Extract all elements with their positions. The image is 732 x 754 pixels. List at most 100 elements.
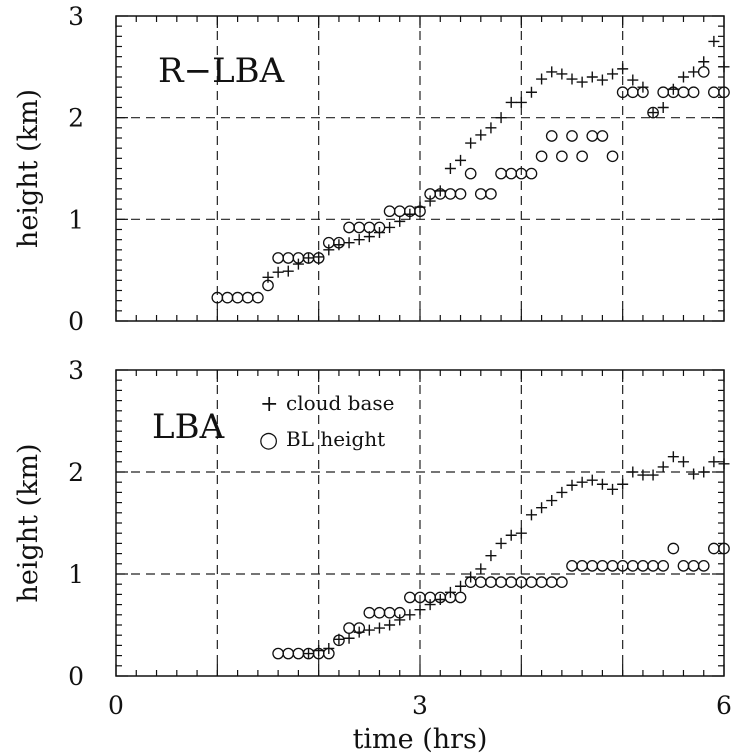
y-tick-label: 1 — [68, 205, 84, 234]
bl-height-point — [495, 167, 507, 180]
bl-height-point — [333, 634, 345, 647]
bl-height-point — [718, 542, 730, 555]
bl-height-point — [545, 576, 558, 589]
cloud-base-point — [586, 474, 598, 486]
y-axis-label: height (km) — [13, 443, 44, 602]
bl-height-point — [505, 576, 518, 589]
cloud-base-point — [292, 258, 304, 270]
bl-height-point — [414, 205, 426, 218]
bl-height-point — [495, 576, 507, 589]
cloud-base-point — [505, 96, 517, 108]
cloud-base-point — [688, 66, 700, 78]
y-tick-label: 0 — [68, 307, 84, 336]
bl-height-point — [697, 559, 710, 572]
bl-height-point — [535, 576, 548, 589]
cloud-base-point — [607, 68, 619, 80]
cloud-base-point — [394, 614, 406, 626]
bl-height-point — [596, 130, 609, 142]
cloud-base-point — [698, 56, 710, 68]
bl-height-point — [272, 252, 284, 264]
bl-height-point — [485, 188, 497, 200]
cloud-base-point — [323, 244, 335, 256]
bl-height-point — [373, 606, 386, 619]
cloud-base-point — [505, 529, 517, 541]
bl-height-point — [252, 291, 264, 304]
legend-symbol-bl-height: ○ — [259, 428, 278, 453]
panel-title: LBA — [152, 407, 225, 447]
cloud-base-point — [404, 609, 416, 621]
bl-height-point — [677, 559, 690, 572]
bl-height-point — [312, 252, 325, 264]
bl-height-point — [677, 86, 690, 99]
bl-height-point — [282, 647, 295, 660]
legend-label-cloud-base: cloud base — [286, 391, 395, 415]
cloud-base-point — [566, 73, 578, 85]
legend-symbol-cloud-base: + — [260, 392, 278, 417]
cloud-base-point — [303, 252, 315, 264]
bl-height-point — [576, 150, 588, 163]
bl-height-point — [292, 647, 305, 660]
cloud-base-point — [495, 112, 507, 124]
cloud-base-point — [465, 137, 477, 149]
cloud-base-point — [373, 622, 385, 634]
cloud-base-point — [556, 486, 568, 498]
cloud-base-point — [384, 619, 396, 631]
bl-height-point — [626, 86, 639, 99]
bl-height-point — [525, 167, 538, 180]
y-tick-labels: 0 1 2 3 — [68, 2, 84, 336]
x-tick-labels: 0 3 6 — [108, 691, 732, 720]
cloud-base-point — [384, 221, 396, 233]
cloud-base-point — [546, 495, 558, 507]
cloud-base-point — [637, 469, 649, 481]
bl-height-point — [393, 205, 406, 218]
panel-lba: 0 1 2 3 0 3 6 height (km) time (hrs) LBA + cl… — [13, 356, 732, 754]
cloud-base-point — [617, 478, 629, 490]
bl-height-point — [221, 291, 234, 304]
cloud-base-point — [515, 527, 527, 539]
bl-height-point — [343, 622, 355, 634]
cloud-base-point — [698, 466, 710, 478]
cloud-base-point — [647, 469, 659, 481]
bl-height-point — [626, 559, 639, 572]
cloud-base-point — [444, 163, 456, 174]
cloud-base-point — [677, 456, 689, 468]
bl-height-point — [596, 559, 609, 572]
bl-height-point — [586, 130, 599, 142]
bl-height-point — [576, 559, 588, 572]
cloud-base-point — [688, 468, 700, 480]
bl-height-point — [353, 221, 366, 234]
cloud-base-point — [708, 456, 720, 468]
bl-height-point — [373, 221, 386, 234]
bl-height-point — [383, 606, 396, 619]
bl-height-point — [333, 236, 345, 249]
bl-height-point — [647, 559, 659, 572]
bl-height-point — [241, 291, 254, 304]
bl-height-point — [444, 188, 457, 200]
cloud-base-point — [475, 129, 487, 141]
bl-height-point — [464, 167, 477, 180]
bl-height-point — [647, 106, 659, 119]
cloud-base-point — [282, 265, 294, 277]
bl-height-point — [606, 559, 619, 572]
bl-height-point — [606, 150, 619, 163]
panel-r-lba: 0 1 2 3 height (km) R−LBA — [13, 2, 730, 336]
legend-label-bl-height: BL height — [286, 427, 385, 451]
bl-height-point — [657, 86, 670, 99]
bl-height-point — [282, 252, 295, 264]
y-tick-label: 2 — [68, 104, 84, 133]
cloud-base-point — [627, 466, 639, 478]
bl-height-point — [566, 559, 578, 572]
y-tick-label: 0 — [68, 662, 84, 691]
panel-title: R−LBA — [158, 51, 285, 91]
bl-height-point — [363, 606, 376, 619]
cloud-base-point — [576, 476, 588, 488]
cloud-base-point — [363, 624, 375, 636]
cloud-base-point — [434, 594, 446, 605]
bl-height-point — [708, 542, 720, 555]
cloud-base-point — [546, 66, 558, 78]
bl-height-point — [718, 86, 730, 99]
cloud-base-point — [617, 63, 629, 75]
cloud-base-point — [515, 96, 527, 108]
y-axis-label: height (km) — [13, 89, 44, 248]
